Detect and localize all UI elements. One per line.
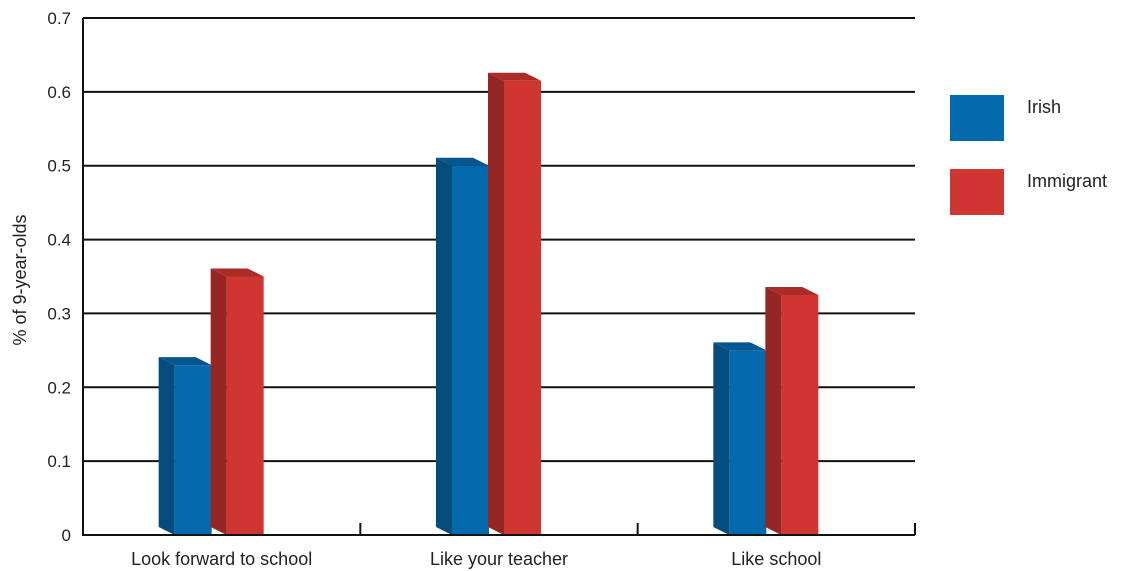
bar-top — [158, 357, 212, 366]
bar-irish-0 — [158, 357, 212, 535]
bar-immigrant-2 — [765, 286, 819, 535]
bar-top — [765, 286, 819, 295]
bar-immigrant-1 — [488, 72, 541, 536]
bars — [158, 72, 819, 536]
bar-front — [729, 350, 767, 535]
bar-side — [210, 268, 227, 535]
legend-label-immigrant: Immigrant — [1027, 171, 1107, 191]
bar-top — [436, 157, 489, 166]
axes — [82, 18, 916, 536]
y-tick-label: 0.3 — [47, 304, 71, 323]
bar-side — [488, 72, 504, 536]
y-tick-label: 0.6 — [47, 83, 71, 102]
x-category-label: Like your teacher — [430, 549, 568, 569]
bar-irish-2 — [713, 342, 767, 535]
y-tick-label: 0.2 — [47, 378, 71, 397]
y-tick-label: 0.5 — [47, 157, 71, 176]
y-tick-label: 0.7 — [47, 9, 71, 28]
legend: Irish Immigrant — [950, 95, 1107, 215]
bar-irish-1 — [436, 157, 489, 535]
bar-top — [488, 72, 541, 81]
x-axis-labels: Look forward to school Like your teacher L… — [131, 549, 821, 569]
bar-side — [713, 342, 730, 535]
bar-front — [452, 165, 489, 535]
bar-immigrant-0 — [210, 268, 264, 535]
bar-front — [174, 365, 212, 535]
legend-swatch-immigrant — [950, 169, 1004, 215]
y-tick-label: 0.4 — [47, 231, 71, 250]
bar-top — [713, 342, 767, 351]
legend-swatch-irish — [950, 95, 1004, 141]
legend-label-irish: Irish — [1027, 97, 1061, 117]
y-axis-title: % of 9-year-olds — [10, 214, 30, 345]
y-tick-label: 0.1 — [47, 452, 71, 471]
x-category-label: Look forward to school — [131, 549, 312, 569]
bar-side — [158, 357, 175, 535]
bar-front — [504, 80, 541, 536]
bar-top — [210, 268, 264, 277]
bar-side — [436, 157, 452, 535]
y-axis-ticks: 0 0.1 0.2 0.3 0.4 0.5 0.6 0.7 — [47, 9, 71, 545]
bar-side — [765, 286, 782, 535]
bar-front — [781, 294, 819, 535]
x-category-label: Like school — [731, 549, 821, 569]
y-tick-label: 0 — [62, 526, 71, 545]
bar-front — [226, 276, 264, 535]
